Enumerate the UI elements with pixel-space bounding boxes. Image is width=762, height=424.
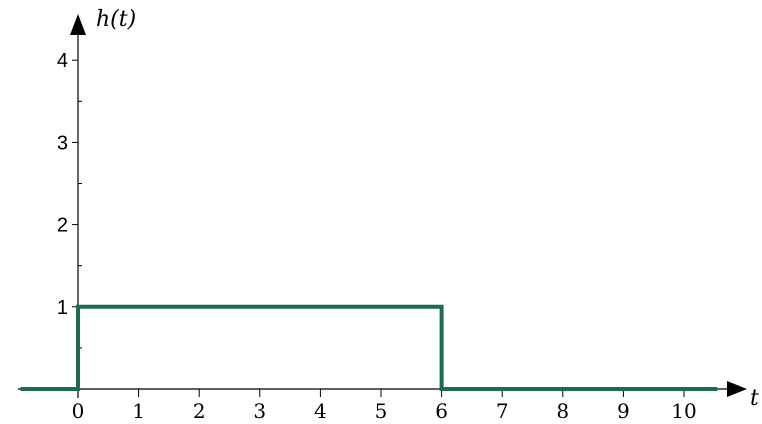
y-axis-label: h(t) [96,7,136,32]
x-tick-label: 10 [671,399,696,423]
x-axis-label: t [750,386,759,411]
x-tick-label: 9 [617,399,630,423]
series-line-0 [20,304,718,391]
x-tick-label: 5 [375,399,388,423]
x-tick-label: 2 [193,399,206,423]
axes [18,14,747,398]
y-axis-arrow [70,14,86,35]
x-axis-arrow [727,381,747,397]
x-tick-label: 3 [253,399,266,423]
x-tick-label: 7 [496,399,509,423]
y-tick-label: 4 [57,50,68,72]
y-tick-label: 3 [57,132,68,154]
labels: h(t) t [96,7,759,411]
y-tick-label: 2 [57,215,68,237]
x-tick-label: 6 [435,399,448,423]
x-tick-label: 1 [132,399,145,423]
x-tick-label: 8 [556,399,569,423]
series-layer [20,304,718,391]
x-tick-label: 4 [314,399,327,423]
ticks: 0 1 2 3 4 5 6 7 8 9 10 1 2 3 4 [57,50,697,423]
x-tick-label: 0 [72,399,85,423]
y-tick-label: 1 [57,297,68,319]
